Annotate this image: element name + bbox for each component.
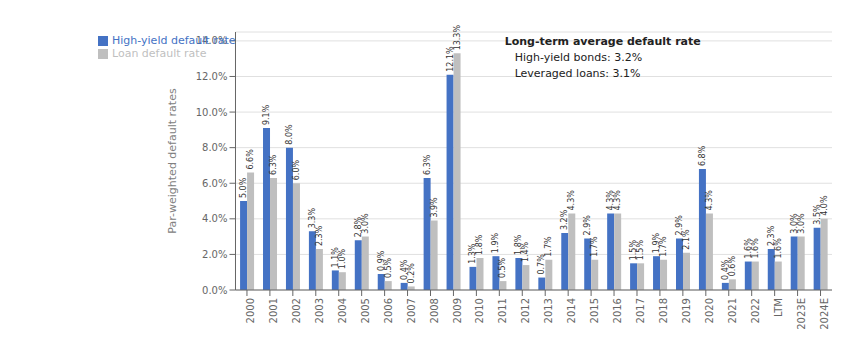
- svg-text:1.8%: 1.8%: [476, 234, 485, 255]
- svg-text:5.0%: 5.0%: [239, 177, 248, 198]
- svg-text:2015: 2015: [589, 298, 600, 323]
- svg-text:2023E: 2023E: [796, 298, 807, 330]
- svg-text:0.0%: 0.0%: [202, 285, 227, 296]
- svg-text:2002: 2002: [291, 298, 302, 323]
- svg-text:2.9%: 2.9%: [583, 215, 592, 236]
- svg-text:LTM: LTM: [773, 298, 784, 317]
- svg-text:2021: 2021: [727, 298, 738, 323]
- svg-text:2020: 2020: [704, 298, 715, 323]
- svg-text:2.1%: 2.1%: [682, 229, 691, 250]
- svg-text:1.7%: 1.7%: [659, 236, 668, 257]
- svg-text:1.9%: 1.9%: [491, 232, 500, 253]
- svg-text:12.0%: 12.0%: [196, 71, 228, 82]
- svg-text:2014: 2014: [566, 298, 577, 323]
- svg-text:4.0%: 4.0%: [820, 195, 829, 216]
- svg-text:2005: 2005: [360, 298, 371, 323]
- svg-text:6.0%: 6.0%: [202, 178, 227, 189]
- svg-text:1.6%: 1.6%: [751, 238, 760, 259]
- svg-text:2006: 2006: [383, 298, 394, 323]
- svg-text:4.3%: 4.3%: [567, 190, 576, 211]
- svg-text:8.0%: 8.0%: [202, 142, 227, 153]
- svg-text:6.3%: 6.3%: [423, 154, 432, 175]
- svg-text:6.3%: 6.3%: [269, 154, 278, 175]
- svg-text:2010: 2010: [474, 298, 485, 323]
- svg-text:1.5%: 1.5%: [636, 240, 645, 261]
- svg-text:3.0%: 3.0%: [797, 213, 806, 234]
- svg-text:14.0%: 14.0%: [196, 35, 228, 46]
- svg-text:13.3%: 13.3%: [453, 25, 462, 51]
- svg-text:3.3%: 3.3%: [308, 208, 317, 229]
- svg-text:1.0%: 1.0%: [338, 248, 347, 269]
- svg-text:4.3%: 4.3%: [705, 190, 714, 211]
- svg-text:2013: 2013: [543, 298, 554, 323]
- svg-text:2004: 2004: [337, 298, 348, 323]
- svg-text:Par-weighted default rates: Par-weighted default rates: [166, 88, 179, 234]
- svg-text:2008: 2008: [429, 298, 440, 323]
- svg-text:2001: 2001: [268, 298, 279, 323]
- svg-text:2016: 2016: [612, 298, 623, 323]
- svg-text:4.3%: 4.3%: [613, 190, 622, 211]
- svg-text:0.5%: 0.5%: [384, 257, 393, 278]
- svg-text:9.1%: 9.1%: [262, 104, 271, 125]
- svg-text:2003: 2003: [314, 298, 325, 323]
- svg-text:6.8%: 6.8%: [698, 145, 707, 166]
- svg-text:2018: 2018: [658, 298, 669, 323]
- svg-text:10.0%: 10.0%: [196, 107, 228, 118]
- svg-text:2012: 2012: [520, 298, 531, 323]
- svg-text:1.7%: 1.7%: [544, 236, 553, 257]
- svg-text:2009: 2009: [452, 298, 463, 323]
- svg-text:1.4%: 1.4%: [521, 241, 530, 262]
- svg-text:2011: 2011: [497, 298, 508, 323]
- svg-text:0.6%: 0.6%: [728, 256, 737, 277]
- svg-text:0.2%: 0.2%: [407, 263, 416, 284]
- svg-text:2.3%: 2.3%: [315, 225, 324, 246]
- svg-text:0.5%: 0.5%: [498, 257, 507, 278]
- svg-text:6.0%: 6.0%: [292, 160, 301, 181]
- svg-text:3.2%: 3.2%: [560, 209, 569, 230]
- svg-text:2024E: 2024E: [819, 298, 830, 330]
- svg-text:1.6%: 1.6%: [774, 238, 783, 259]
- svg-text:2019: 2019: [681, 298, 692, 323]
- svg-text:2.0%: 2.0%: [202, 249, 227, 260]
- svg-text:2007: 2007: [406, 298, 417, 323]
- svg-text:2000: 2000: [245, 298, 256, 323]
- svg-text:4.0%: 4.0%: [202, 213, 227, 224]
- svg-text:2022: 2022: [750, 298, 761, 323]
- svg-text:3.0%: 3.0%: [361, 213, 370, 234]
- svg-text:3.9%: 3.9%: [430, 197, 439, 218]
- svg-text:1.7%: 1.7%: [590, 236, 599, 257]
- svg-text:6.6%: 6.6%: [246, 149, 255, 170]
- svg-text:2017: 2017: [635, 298, 646, 323]
- svg-text:8.0%: 8.0%: [285, 124, 294, 145]
